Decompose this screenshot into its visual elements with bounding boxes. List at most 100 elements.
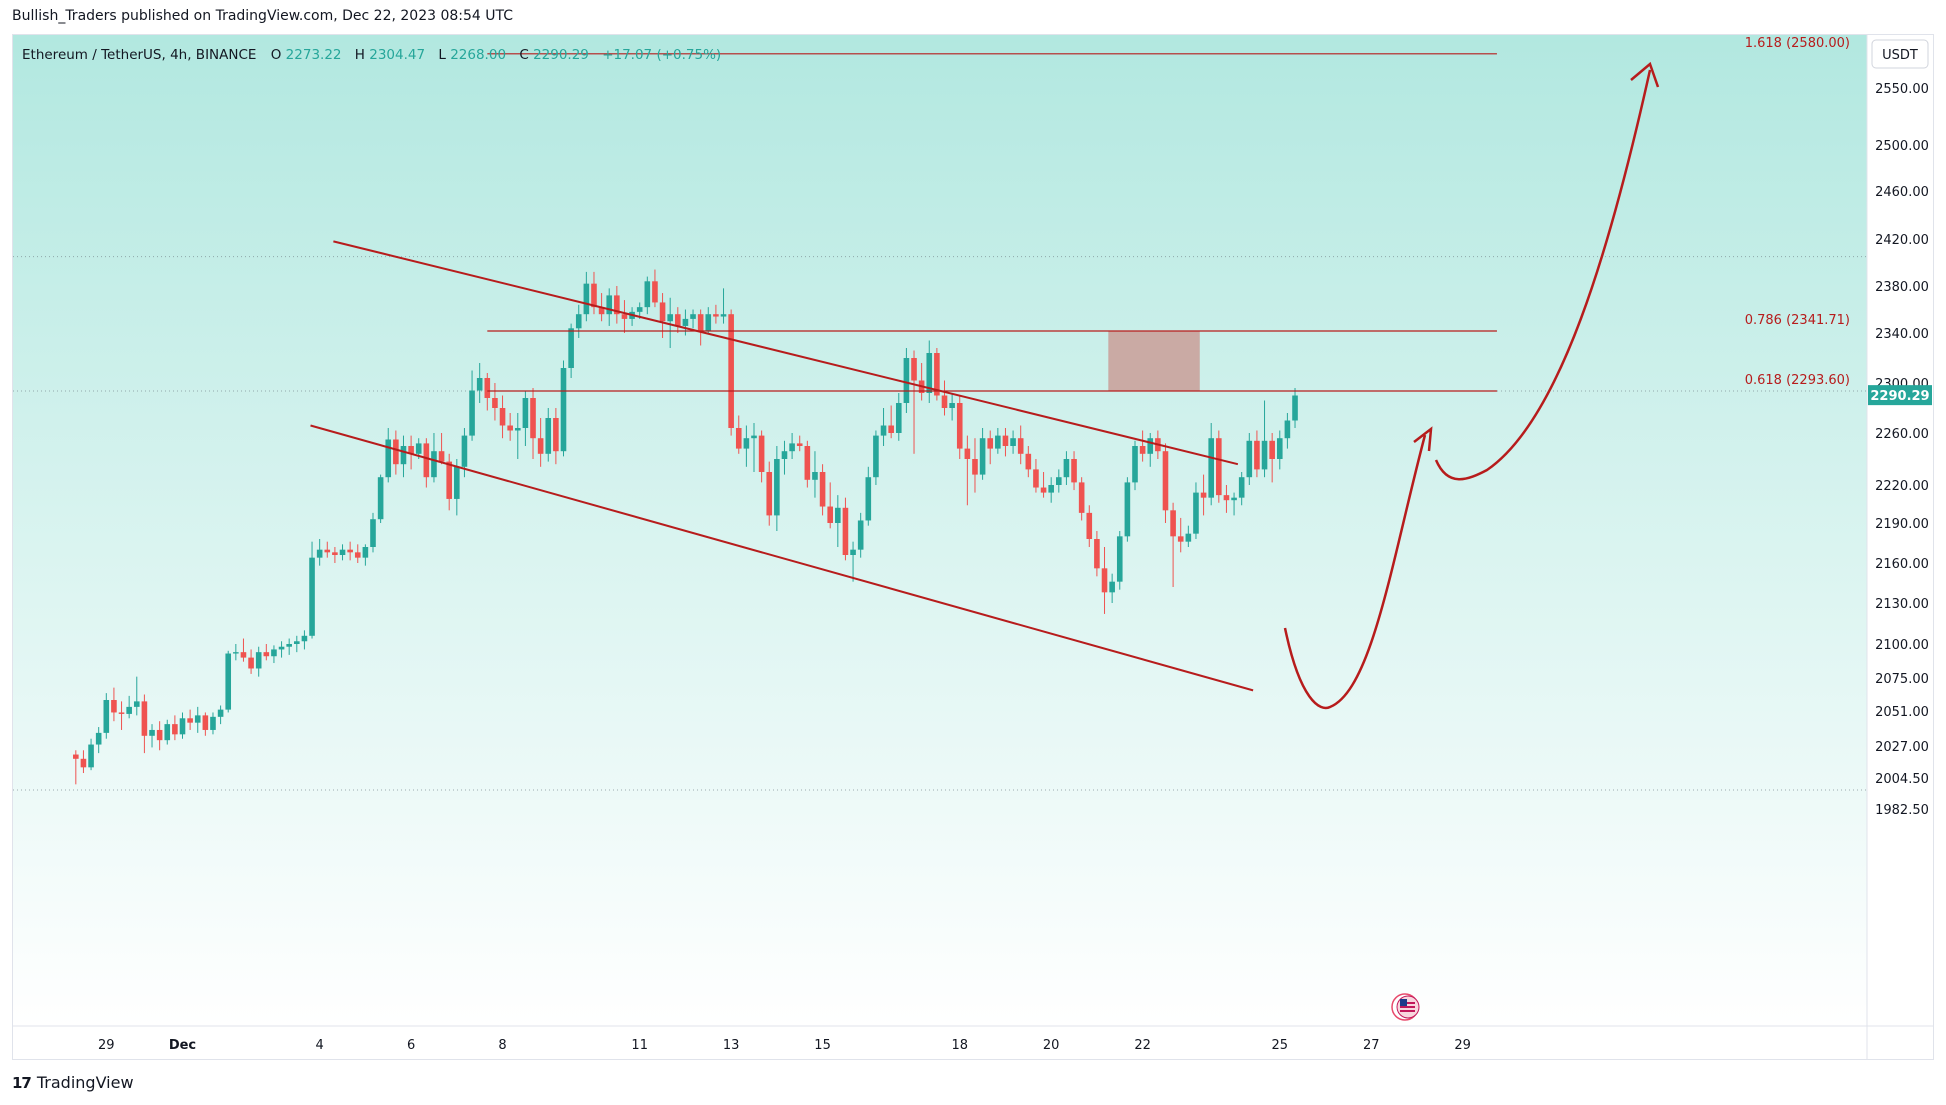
- candle[interactable]: [1177, 517, 1184, 553]
- candle[interactable]: [332, 547, 338, 563]
- candle[interactable]: [1147, 433, 1154, 467]
- candle[interactable]: [492, 383, 498, 421]
- projection-curve-short[interactable]: [1283, 434, 1427, 710]
- candle[interactable]: [979, 428, 986, 480]
- candle[interactable]: [446, 453, 452, 511]
- candle[interactable]: [499, 395, 506, 439]
- candle[interactable]: [1132, 440, 1138, 491]
- candle[interactable]: [835, 495, 841, 547]
- candle[interactable]: [164, 719, 171, 745]
- candle[interactable]: [1056, 469, 1062, 493]
- candle[interactable]: [895, 393, 902, 441]
- projection-curve-long[interactable]: [1434, 69, 1652, 481]
- candle[interactable]: [1246, 433, 1253, 485]
- candle[interactable]: [423, 438, 430, 488]
- candle[interactable]: [774, 446, 780, 531]
- candle[interactable]: [857, 512, 864, 558]
- candle[interactable]: [1200, 474, 1207, 516]
- candle[interactable]: [126, 695, 132, 719]
- candle[interactable]: [652, 269, 658, 308]
- candle[interactable]: [804, 440, 811, 488]
- candle[interactable]: [278, 641, 285, 658]
- candle[interactable]: [1284, 413, 1291, 449]
- candle[interactable]: [324, 541, 331, 558]
- candle[interactable]: [614, 286, 620, 324]
- candle[interactable]: [339, 544, 346, 561]
- candle[interactable]: [713, 304, 719, 324]
- candle[interactable]: [1048, 477, 1054, 503]
- candle[interactable]: [469, 370, 475, 441]
- candle[interactable]: [1033, 459, 1039, 493]
- candle[interactable]: [316, 539, 323, 566]
- candle[interactable]: [575, 304, 582, 338]
- candle[interactable]: [286, 638, 292, 655]
- candle[interactable]: [972, 438, 978, 493]
- candle[interactable]: [675, 307, 681, 333]
- candle[interactable]: [819, 464, 826, 516]
- candle[interactable]: [1071, 451, 1077, 491]
- candle[interactable]: [362, 544, 369, 566]
- candle[interactable]: [827, 482, 833, 529]
- candle[interactable]: [537, 418, 544, 467]
- candle[interactable]: [187, 709, 193, 730]
- candle[interactable]: [1086, 505, 1093, 547]
- candle[interactable]: [667, 297, 673, 348]
- candle[interactable]: [156, 721, 163, 751]
- tradingview-brand[interactable]: 17 TradingView: [12, 1073, 134, 1092]
- candle[interactable]: [370, 512, 376, 553]
- candle[interactable]: [690, 309, 696, 329]
- currency-button[interactable]: [1871, 39, 1929, 69]
- candle[interactable]: [1254, 430, 1260, 478]
- candle[interactable]: [865, 466, 872, 526]
- candle[interactable]: [903, 348, 910, 413]
- candle[interactable]: [568, 323, 574, 378]
- candle[interactable]: [1063, 451, 1070, 485]
- candle[interactable]: [1261, 400, 1268, 478]
- candle[interactable]: [644, 276, 651, 315]
- candle[interactable]: [1002, 428, 1009, 457]
- candle[interactable]: [720, 288, 727, 324]
- candle[interactable]: [1078, 477, 1085, 521]
- candle[interactable]: [1216, 430, 1222, 503]
- candle[interactable]: [705, 307, 712, 333]
- candle[interactable]: [1040, 472, 1047, 498]
- candle[interactable]: [240, 638, 247, 662]
- candle[interactable]: [347, 541, 353, 561]
- target-zone[interactable]: [1108, 330, 1200, 391]
- candle[interactable]: [1292, 388, 1298, 428]
- candle[interactable]: [606, 288, 613, 326]
- candle[interactable]: [1116, 531, 1123, 590]
- candle[interactable]: [1223, 485, 1230, 513]
- candle[interactable]: [995, 428, 1001, 454]
- candle[interactable]: [103, 693, 110, 739]
- candle[interactable]: [1170, 502, 1176, 587]
- candle[interactable]: [530, 388, 536, 459]
- candle[interactable]: [309, 541, 315, 639]
- candle[interactable]: [621, 300, 628, 333]
- candle[interactable]: [1017, 425, 1024, 465]
- channel-lower-line[interactable]: [310, 424, 1254, 692]
- candle[interactable]: [210, 712, 216, 735]
- candle[interactable]: [758, 430, 765, 483]
- candle[interactable]: [179, 712, 186, 739]
- candle[interactable]: [911, 350, 917, 454]
- time-axis[interactable]: 29 Dec 4 6 8 11 13 15 18 20 22 25 27 29: [98, 1038, 1471, 1053]
- candle[interactable]: [751, 423, 757, 472]
- candle[interactable]: [850, 541, 856, 582]
- candle[interactable]: [202, 712, 209, 736]
- us-flag-event-icon[interactable]: [1391, 993, 1420, 1021]
- candle[interactable]: [133, 676, 140, 716]
- candle[interactable]: [141, 694, 148, 754]
- candle[interactable]: [301, 630, 308, 650]
- candle[interactable]: [560, 360, 567, 457]
- candle[interactable]: [926, 340, 933, 404]
- candle[interactable]: [263, 644, 270, 661]
- candle[interactable]: [476, 363, 483, 403]
- candle[interactable]: [1185, 525, 1192, 547]
- candle[interactable]: [194, 706, 201, 733]
- candle[interactable]: [766, 461, 773, 526]
- candle[interactable]: [842, 497, 849, 561]
- candle[interactable]: [1124, 477, 1131, 542]
- price-axis[interactable]: [1867, 35, 1933, 1026]
